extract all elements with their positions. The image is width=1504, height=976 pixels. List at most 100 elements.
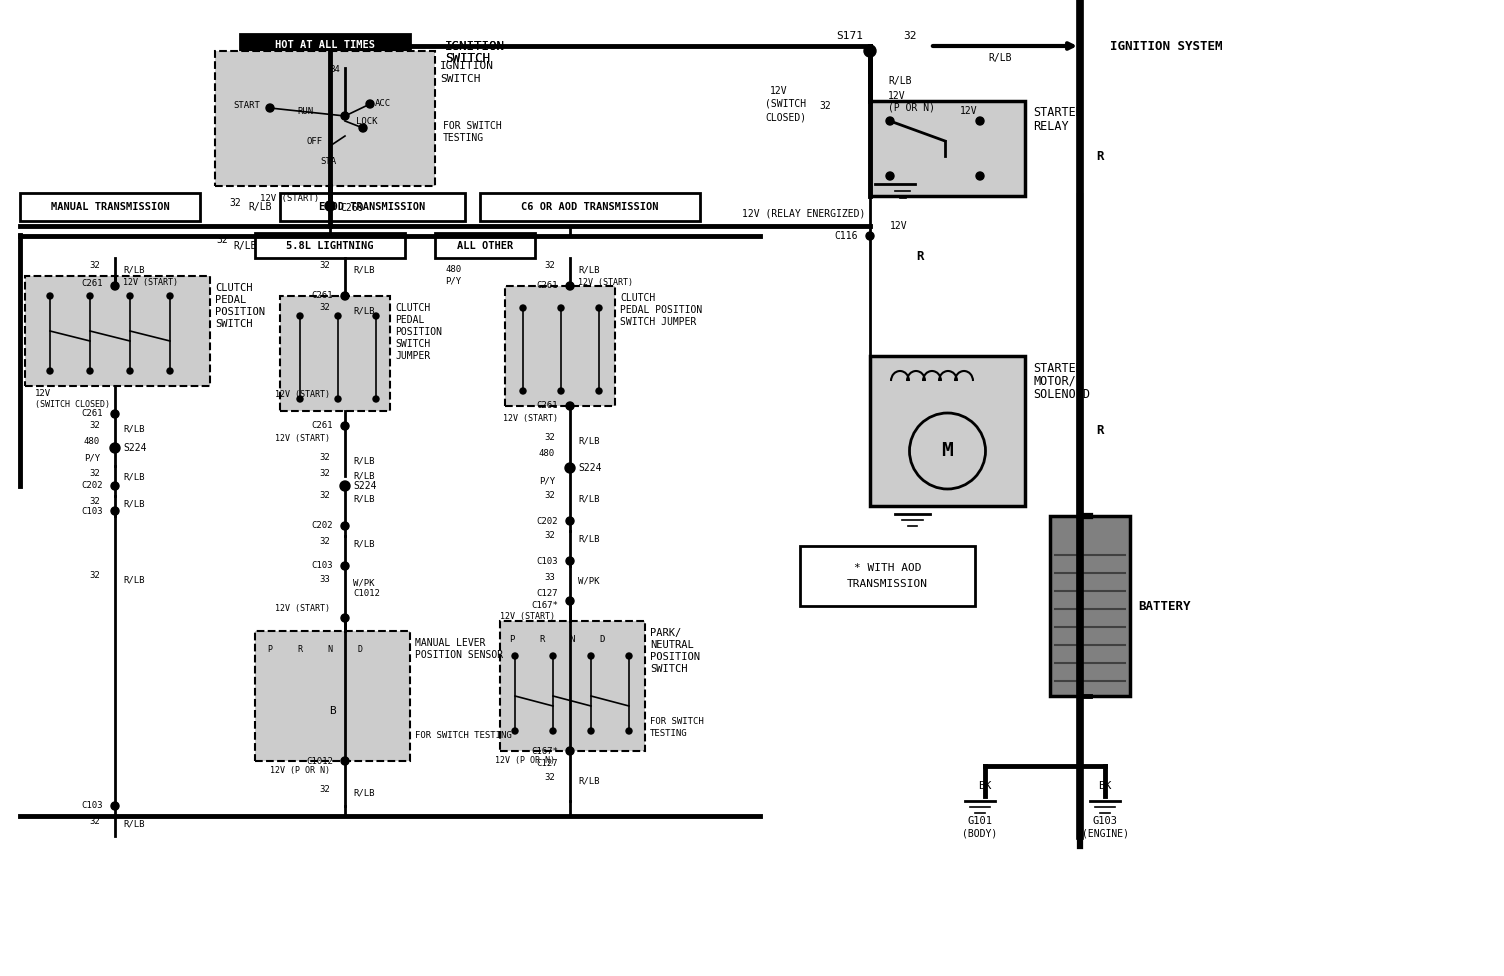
Text: C261: C261 xyxy=(81,410,102,419)
Text: S171: S171 xyxy=(836,31,863,41)
Text: 480: 480 xyxy=(84,436,99,445)
Text: R/LB: R/LB xyxy=(353,306,374,315)
Text: 32: 32 xyxy=(544,532,555,541)
Text: R/LB: R/LB xyxy=(353,789,374,797)
Text: POSITION SENSOR: POSITION SENSOR xyxy=(415,650,504,660)
FancyBboxPatch shape xyxy=(20,193,200,221)
Text: 32: 32 xyxy=(904,31,917,41)
Text: P/Y: P/Y xyxy=(538,476,555,485)
Circle shape xyxy=(341,562,349,570)
Text: 32: 32 xyxy=(89,817,99,826)
Circle shape xyxy=(976,117,984,125)
Text: C103: C103 xyxy=(81,507,102,515)
Circle shape xyxy=(886,172,893,180)
Circle shape xyxy=(566,517,575,525)
Circle shape xyxy=(110,443,120,453)
Text: (SWITCH CLOSED): (SWITCH CLOSED) xyxy=(35,400,110,410)
Circle shape xyxy=(341,292,349,300)
FancyBboxPatch shape xyxy=(256,233,405,258)
Text: R: R xyxy=(1096,425,1104,437)
Circle shape xyxy=(566,402,575,410)
Text: 32: 32 xyxy=(319,468,329,477)
Text: R/LB: R/LB xyxy=(353,265,374,274)
Text: ACC: ACC xyxy=(374,100,391,108)
Text: MOTOR/: MOTOR/ xyxy=(1033,375,1075,387)
Text: CLOSED): CLOSED) xyxy=(766,112,806,122)
Circle shape xyxy=(359,124,367,132)
Bar xyxy=(280,296,390,411)
Text: 12V: 12V xyxy=(960,106,978,116)
Text: 32: 32 xyxy=(319,786,329,794)
Text: C1012: C1012 xyxy=(307,756,332,765)
Text: C127: C127 xyxy=(537,759,558,768)
Text: R/LB: R/LB xyxy=(353,457,374,466)
Text: D: D xyxy=(358,644,362,654)
Circle shape xyxy=(520,305,526,311)
Circle shape xyxy=(87,293,93,299)
FancyBboxPatch shape xyxy=(241,34,411,56)
Text: 12V (START): 12V (START) xyxy=(123,277,177,287)
Text: R/LB: R/LB xyxy=(123,500,144,508)
Text: R/LB: R/LB xyxy=(353,471,374,480)
Circle shape xyxy=(126,293,132,299)
Text: BK: BK xyxy=(1098,781,1111,791)
FancyBboxPatch shape xyxy=(869,356,1026,506)
Circle shape xyxy=(111,802,119,810)
Circle shape xyxy=(87,368,93,374)
Circle shape xyxy=(588,728,594,734)
Text: P/Y: P/Y xyxy=(84,454,99,463)
Text: CLUTCH: CLUTCH xyxy=(620,293,656,303)
Text: R/LB: R/LB xyxy=(578,436,600,445)
Circle shape xyxy=(566,282,575,290)
Circle shape xyxy=(266,104,274,112)
Text: BATTERY: BATTERY xyxy=(1139,599,1191,613)
Text: D: D xyxy=(599,634,605,643)
Circle shape xyxy=(866,232,874,240)
FancyBboxPatch shape xyxy=(1050,516,1130,696)
Text: 32: 32 xyxy=(89,422,99,430)
Circle shape xyxy=(373,396,379,402)
Text: SWITCH JUMPER: SWITCH JUMPER xyxy=(620,317,696,327)
Text: G101: G101 xyxy=(967,816,993,826)
Text: MANUAL LEVER: MANUAL LEVER xyxy=(415,638,486,648)
Circle shape xyxy=(126,368,132,374)
Circle shape xyxy=(335,313,341,319)
Text: 12V (START): 12V (START) xyxy=(275,389,329,398)
Text: 12V: 12V xyxy=(770,86,788,96)
Text: C261: C261 xyxy=(537,401,558,411)
Text: R/LB: R/LB xyxy=(123,265,144,274)
Circle shape xyxy=(976,172,984,180)
Text: 12V (START): 12V (START) xyxy=(499,612,555,621)
Text: R/LB: R/LB xyxy=(123,576,144,585)
Text: 32: 32 xyxy=(544,433,555,442)
Circle shape xyxy=(520,388,526,394)
Text: (SWITCH: (SWITCH xyxy=(766,99,806,109)
Text: RUN: RUN xyxy=(296,106,313,115)
Text: 32: 32 xyxy=(319,262,329,270)
Circle shape xyxy=(566,597,575,605)
Text: C103: C103 xyxy=(81,801,102,810)
Text: R/LB: R/LB xyxy=(233,241,257,251)
Bar xyxy=(26,276,211,386)
Circle shape xyxy=(558,305,564,311)
Bar xyxy=(505,286,615,406)
Text: TESTING: TESTING xyxy=(650,728,687,738)
Circle shape xyxy=(111,410,119,418)
Circle shape xyxy=(111,482,119,490)
Text: 32: 32 xyxy=(820,101,830,111)
Text: 32: 32 xyxy=(544,262,555,270)
Text: (BODY): (BODY) xyxy=(963,829,997,839)
Text: M: M xyxy=(942,441,954,461)
Text: R: R xyxy=(916,250,923,263)
Text: SOLENOID: SOLENOID xyxy=(1033,387,1090,400)
Text: 12V (P OR N): 12V (P OR N) xyxy=(495,756,555,765)
Text: R: R xyxy=(298,644,302,654)
Text: C103: C103 xyxy=(311,561,332,571)
Text: PEDAL: PEDAL xyxy=(215,295,247,305)
Text: 12V: 12V xyxy=(35,389,51,398)
Text: R/LB: R/LB xyxy=(353,495,374,504)
Circle shape xyxy=(296,313,302,319)
Circle shape xyxy=(550,728,556,734)
Circle shape xyxy=(111,507,119,515)
Text: 32: 32 xyxy=(229,198,241,208)
